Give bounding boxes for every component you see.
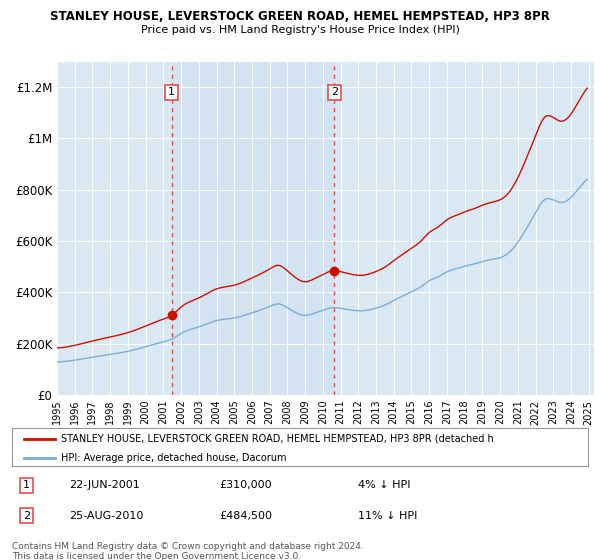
Text: £484,500: £484,500 <box>220 511 272 521</box>
Text: HPI: Average price, detached house, Dacorum: HPI: Average price, detached house, Daco… <box>61 452 286 463</box>
Text: 22-JUN-2001: 22-JUN-2001 <box>70 480 140 491</box>
Text: £310,000: £310,000 <box>220 480 272 491</box>
Text: 1: 1 <box>168 87 175 97</box>
Text: 2: 2 <box>331 87 338 97</box>
Text: Price paid vs. HM Land Registry's House Price Index (HPI): Price paid vs. HM Land Registry's House … <box>140 25 460 35</box>
Text: 2: 2 <box>23 511 30 521</box>
Text: 11% ↓ HPI: 11% ↓ HPI <box>358 511 417 521</box>
Text: Contains HM Land Registry data © Crown copyright and database right 2024.
This d: Contains HM Land Registry data © Crown c… <box>12 542 364 560</box>
Text: STANLEY HOUSE, LEVERSTOCK GREEN ROAD, HEMEL HEMPSTEAD, HP3 8PR: STANLEY HOUSE, LEVERSTOCK GREEN ROAD, HE… <box>50 10 550 23</box>
Text: 1: 1 <box>23 480 30 491</box>
Text: STANLEY HOUSE, LEVERSTOCK GREEN ROAD, HEMEL HEMPSTEAD, HP3 8PR (detached h: STANLEY HOUSE, LEVERSTOCK GREEN ROAD, HE… <box>61 433 494 444</box>
Text: 25-AUG-2010: 25-AUG-2010 <box>70 511 144 521</box>
Bar <box>172 62 334 395</box>
Text: 4% ↓ HPI: 4% ↓ HPI <box>358 480 410 491</box>
